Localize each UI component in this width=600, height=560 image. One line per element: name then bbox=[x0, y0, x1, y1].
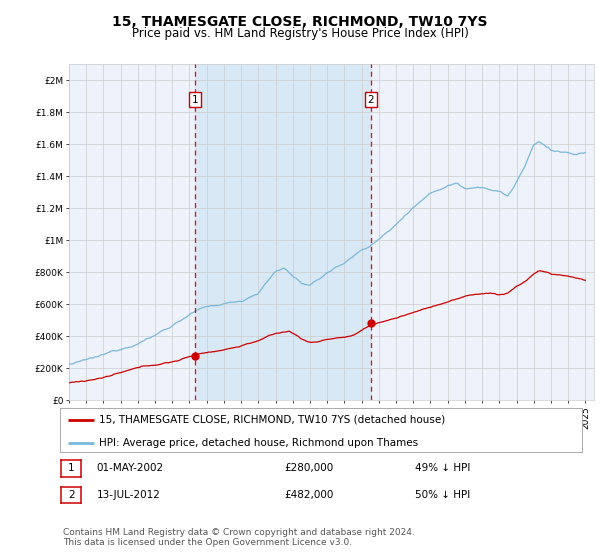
Text: 13-JUL-2012: 13-JUL-2012 bbox=[97, 490, 160, 500]
Text: Contains HM Land Registry data © Crown copyright and database right 2024.
This d: Contains HM Land Registry data © Crown c… bbox=[63, 528, 415, 547]
Text: 15, THAMESGATE CLOSE, RICHMOND, TW10 7YS (detached house): 15, THAMESGATE CLOSE, RICHMOND, TW10 7YS… bbox=[99, 415, 445, 425]
Text: £482,000: £482,000 bbox=[284, 490, 334, 500]
Text: Price paid vs. HM Land Registry's House Price Index (HPI): Price paid vs. HM Land Registry's House … bbox=[131, 27, 469, 40]
Bar bbox=[195, 64, 371, 400]
Text: 1: 1 bbox=[192, 95, 199, 105]
Text: HPI: Average price, detached house, Richmond upon Thames: HPI: Average price, detached house, Rich… bbox=[99, 437, 418, 447]
Text: 2: 2 bbox=[367, 95, 374, 105]
Text: 01-MAY-2002: 01-MAY-2002 bbox=[97, 463, 164, 473]
Text: 15, THAMESGATE CLOSE, RICHMOND, TW10 7YS: 15, THAMESGATE CLOSE, RICHMOND, TW10 7YS bbox=[112, 15, 488, 29]
Text: 49% ↓ HPI: 49% ↓ HPI bbox=[415, 463, 470, 473]
Text: 1: 1 bbox=[68, 463, 74, 473]
Text: 2: 2 bbox=[68, 490, 74, 500]
Text: £280,000: £280,000 bbox=[284, 463, 334, 473]
Text: 50% ↓ HPI: 50% ↓ HPI bbox=[415, 490, 470, 500]
